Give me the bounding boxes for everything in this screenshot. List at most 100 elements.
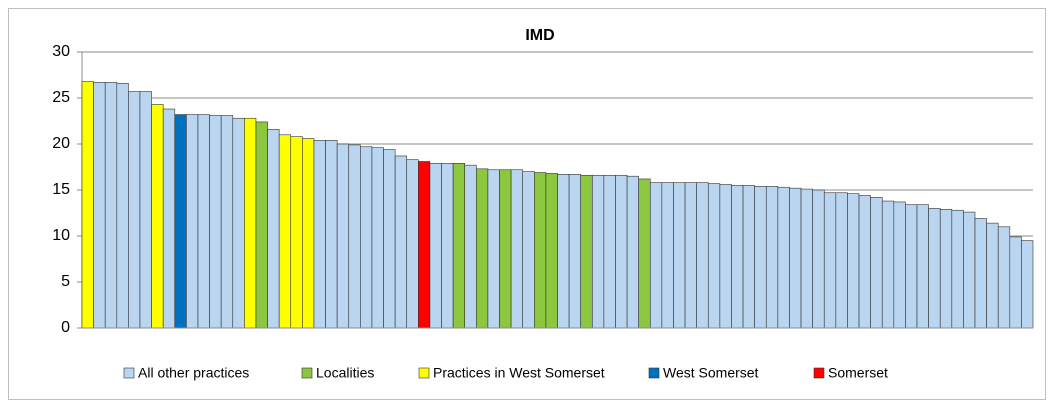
legend-label: All other practices: [138, 365, 249, 381]
bar: [881, 200, 895, 329]
bar: [313, 140, 326, 329]
bar: [916, 204, 929, 329]
legend-label: Somerset: [828, 365, 888, 381]
bar: [487, 169, 500, 329]
bar: [418, 161, 431, 329]
bar: [371, 147, 384, 329]
bar: [603, 174, 616, 329]
bar: [997, 226, 1011, 329]
bar: [986, 222, 999, 329]
legend-swatch: [123, 367, 135, 379]
bar: [754, 186, 767, 329]
legend-swatch: [301, 367, 313, 379]
bar: [464, 164, 477, 329]
bar: [336, 143, 350, 329]
chart-title: IMD: [525, 27, 554, 44]
y-tick-label: 0: [61, 319, 70, 336]
bar: [534, 172, 547, 329]
bar: [348, 144, 361, 329]
bar: [557, 174, 570, 329]
bar: [325, 140, 338, 329]
bar: [128, 91, 141, 329]
bar: [928, 208, 941, 329]
bar: [939, 209, 953, 329]
bar: [406, 159, 419, 329]
bar: [812, 189, 825, 329]
bar: [267, 128, 280, 329]
bar: [394, 155, 408, 329]
bar: [1009, 236, 1022, 329]
bar: [673, 182, 686, 329]
bar: [255, 121, 268, 329]
bar: [905, 204, 918, 329]
bar: [847, 193, 860, 329]
bar: [290, 136, 303, 329]
bar: [360, 146, 373, 329]
y-tick-label: 5: [61, 273, 70, 290]
bar: [719, 184, 732, 329]
bar: [197, 114, 210, 329]
bar: [870, 197, 883, 329]
legend-swatch: [813, 367, 825, 379]
bar: [615, 174, 628, 329]
bar: [545, 173, 558, 329]
y-tick-label: 25: [52, 89, 70, 106]
bar: [684, 182, 697, 329]
bar: [893, 201, 906, 329]
bar: [765, 186, 779, 329]
bar: [499, 169, 512, 329]
bar: [209, 115, 222, 329]
bar: [731, 185, 744, 329]
bar: [104, 82, 118, 329]
bar: [707, 183, 721, 329]
bar: [116, 82, 129, 329]
bar: [1021, 240, 1034, 329]
bar: [383, 149, 396, 329]
bar: [151, 104, 164, 329]
bar: [638, 178, 651, 329]
bar: [220, 115, 234, 329]
y-tick-label: 15: [52, 181, 70, 198]
legend-swatch: [418, 367, 430, 379]
bar: [963, 211, 976, 329]
bar: [823, 192, 837, 329]
bar: [951, 209, 964, 329]
bar: [742, 185, 755, 329]
bar: [139, 91, 152, 329]
bar: [452, 163, 466, 329]
bar: [302, 138, 315, 329]
bar: [974, 218, 987, 329]
bar: [800, 188, 813, 329]
bar: [522, 171, 535, 329]
legend-label: Localities: [316, 365, 374, 381]
bar: [186, 114, 199, 329]
legend-label: West Somerset: [663, 365, 759, 381]
legend-label: Practices in West Somerset: [433, 365, 605, 381]
bar: [93, 82, 106, 329]
bar: [858, 195, 871, 329]
bar: [232, 117, 245, 329]
y-tick-label: 30: [52, 43, 70, 60]
bar: [244, 117, 257, 329]
bar: [81, 81, 94, 329]
legend: All other practices Localities Practices i…: [123, 365, 888, 381]
bar: [626, 175, 639, 329]
bar: [441, 163, 454, 329]
bar: [835, 192, 848, 329]
bar: [568, 174, 581, 329]
bar: [162, 108, 176, 329]
bar: [789, 187, 802, 329]
bar: [580, 174, 593, 329]
bar: [649, 182, 663, 329]
legend-swatch: [648, 367, 660, 379]
bar: [278, 134, 292, 329]
bar: [696, 182, 709, 329]
y-tick-label: 10: [52, 227, 70, 244]
bar: [591, 174, 605, 329]
bar: [174, 114, 187, 329]
bar: [510, 169, 524, 329]
y-tick-label: 20: [52, 135, 70, 152]
bar: [661, 182, 674, 329]
bar: [777, 186, 790, 329]
